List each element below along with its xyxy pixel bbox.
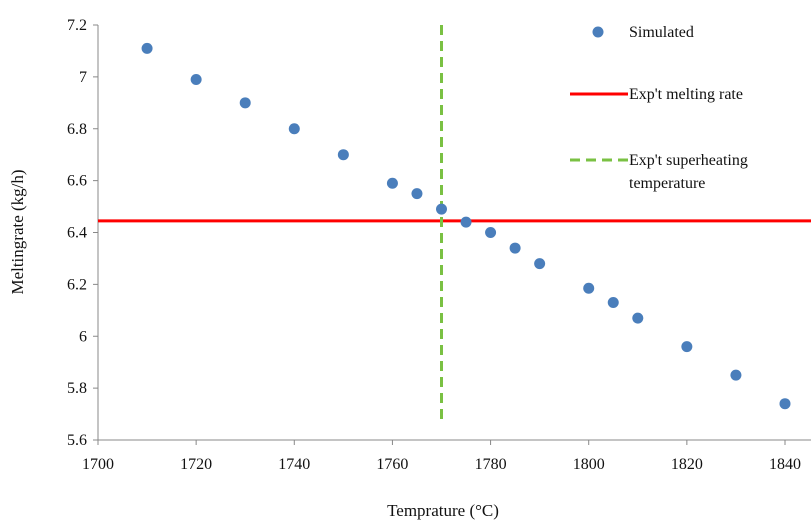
y-tick-label: 7.2 xyxy=(67,17,87,34)
x-tick-label: 1780 xyxy=(475,456,507,473)
simulated-point xyxy=(411,188,423,200)
y-tick-label: 6.8 xyxy=(67,121,87,138)
y-tick-label: 6 xyxy=(79,328,87,345)
simulated-point xyxy=(509,242,521,254)
legend-melting-rate-label: Exp't melting rate xyxy=(629,86,743,103)
y-tick-label: 6.2 xyxy=(67,276,87,293)
simulated-point xyxy=(534,258,546,270)
simulated-point xyxy=(337,149,349,161)
y-tick-label: 5.8 xyxy=(67,380,87,397)
simulated-point xyxy=(141,42,153,54)
y-tick-label: 6.6 xyxy=(67,173,87,190)
simulated-point xyxy=(779,398,791,410)
simulated-point xyxy=(190,73,202,85)
x-tick-label: 1840 xyxy=(769,456,801,473)
simulated-point xyxy=(386,177,398,189)
y-tick-label: 7 xyxy=(79,69,87,86)
x-axis-title: Temprature (°C) xyxy=(387,501,499,520)
x-axis-ticks: 1700 1720 1740 1760 1780 1800 1820 1840 xyxy=(82,440,801,473)
legend-simulated-label: Simulated xyxy=(629,24,694,41)
simulated-point xyxy=(583,282,595,294)
y-axis-title: Meltingrate (kg/h) xyxy=(8,169,27,294)
simulated-point xyxy=(681,341,693,353)
legend: Simulated Exp't melting rate Exp't superhe… xyxy=(570,24,748,192)
simulated-point xyxy=(632,312,644,324)
simulated-point xyxy=(288,123,300,135)
y-axis-ticks: 5.6 5.8 6 6.2 6.4 6.6 6.8 7 7.2 xyxy=(67,17,98,449)
x-tick-label: 1700 xyxy=(82,456,114,473)
reference-lines xyxy=(98,25,811,420)
legend-simulated-marker xyxy=(592,26,604,38)
simulated-point xyxy=(436,203,447,215)
simulated-points xyxy=(141,42,791,410)
x-tick-label: 1800 xyxy=(573,456,605,473)
x-tick-label: 1820 xyxy=(671,456,703,473)
legend-superheating-label: Exp't superheating xyxy=(629,152,748,169)
x-tick-label: 1720 xyxy=(180,456,212,473)
simulated-point xyxy=(460,216,472,228)
legend-superheating-label: temperature xyxy=(629,175,705,192)
x-tick-label: 1760 xyxy=(376,456,408,473)
plot-area: 5.6 5.8 6 6.2 6.4 6.6 6.8 7 7.2 1700 1720 1740 1760… xyxy=(67,17,811,473)
simulated-point xyxy=(730,369,742,381)
simulated-point xyxy=(239,97,251,109)
simulated-point xyxy=(485,227,497,238)
y-tick-label: 6.4 xyxy=(67,225,87,242)
y-tick-label: 5.6 xyxy=(67,432,87,449)
x-tick-label: 1740 xyxy=(278,456,310,473)
simulated-point xyxy=(607,297,619,309)
